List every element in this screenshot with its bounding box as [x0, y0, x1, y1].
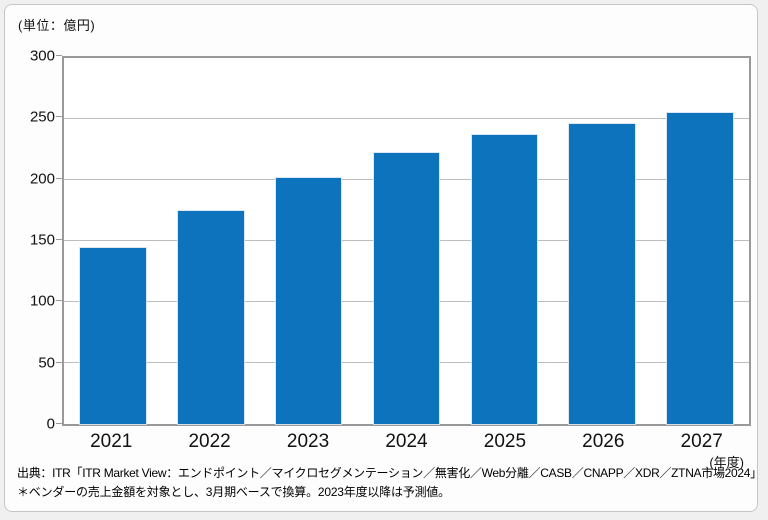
plot-area [62, 56, 751, 426]
x-tick-label-2025: 2025 [483, 431, 527, 452]
y-axis-unit-label: (単位：億円) [18, 18, 96, 33]
y-tick-100 [56, 300, 62, 302]
bar-slot-2026 [553, 58, 651, 424]
source-citation: 出典：ITR「ITR Market View：エンドポイント／マイクロセグメンテ… [17, 466, 762, 480]
y-tick-label-0: 0 [46, 415, 55, 433]
bar-slot-2024 [358, 58, 456, 424]
bar-slot-2023 [260, 58, 358, 424]
bar-2025 [471, 134, 538, 424]
y-tick-300 [56, 55, 62, 56]
bar-2021 [80, 248, 146, 424]
bar-2024 [373, 153, 440, 424]
y-tick-0 [56, 423, 62, 424]
bar-2023 [275, 177, 342, 424]
x-tick-label-2027: 2027 [680, 431, 723, 452]
bar-2026 [569, 123, 635, 424]
y-tick-50 [56, 361, 62, 363]
bar-slot-2022 [162, 58, 260, 424]
x-tick-label-2023: 2023 [286, 431, 330, 452]
x-axis-labels: 2021 2022 2023 2024 2025 2026 2027 [62, 431, 751, 453]
y-axis-ticks [56, 55, 62, 424]
bar-slot-2027 [651, 58, 749, 424]
y-tick-label-200: 200 [29, 170, 55, 188]
x-axis-unit-label: (年度) [709, 455, 744, 470]
y-tick-label-300: 300 [29, 47, 55, 65]
y-tick-label-250: 250 [29, 108, 55, 126]
bar-2022 [178, 210, 244, 424]
y-tick-250 [56, 116, 62, 118]
y-tick-200 [56, 177, 62, 179]
gridline-250 [64, 118, 749, 119]
y-axis-labels: 0 50 100 150 200 250 300 [5, 49, 55, 432]
bar-series [64, 58, 749, 424]
bar-2027 [667, 112, 733, 424]
bar-slot-2021 [64, 58, 162, 424]
x-tick-label-2021: 2021 [90, 431, 133, 452]
source-note: ＊ベンダーの売上金額を対象とし、3月期ベースで換算。2023年度以降は予測値。 [17, 485, 450, 499]
y-tick-label-150: 150 [29, 231, 55, 249]
y-tick-150 [56, 239, 62, 240]
x-tick-label-2022: 2022 [188, 431, 231, 452]
x-tick-label-2024: 2024 [385, 431, 428, 452]
x-tick-label-2026: 2026 [582, 431, 625, 452]
y-tick-label-100: 100 [29, 292, 55, 310]
bar-slot-2025 [455, 58, 553, 424]
chart-card: (単位：億円) 0 50 100 150 200 250 300 2021 2022 2023 2… [4, 4, 762, 512]
y-tick-label-50: 50 [38, 354, 55, 372]
